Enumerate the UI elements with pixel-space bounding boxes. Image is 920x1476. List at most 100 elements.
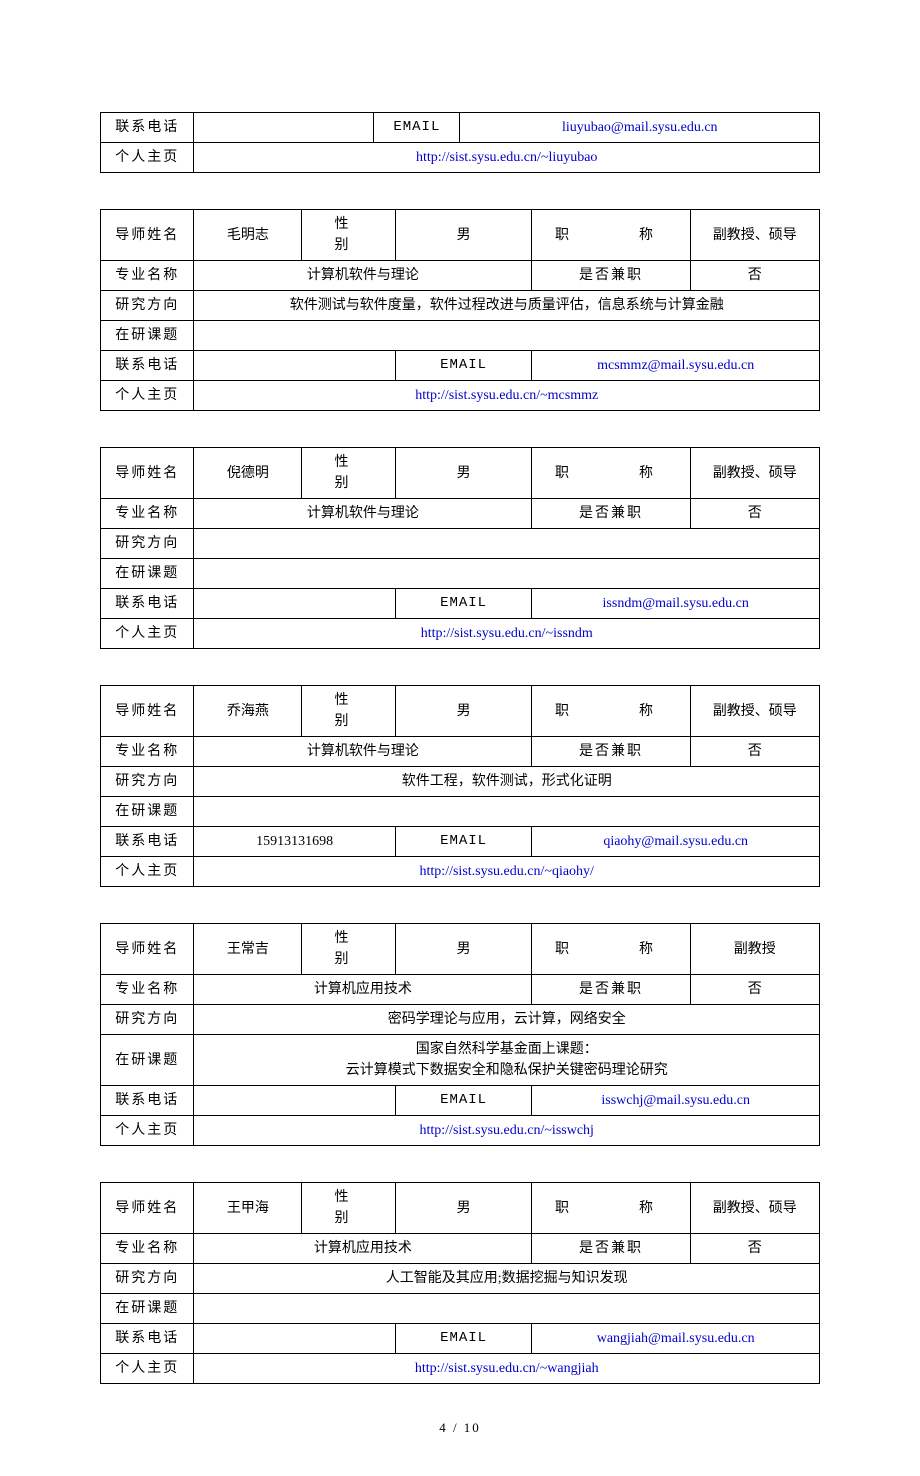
label-major: 专业名称 <box>101 499 194 529</box>
label-research: 研究方向 <box>101 1005 194 1035</box>
value-parttime: 否 <box>690 261 819 291</box>
label-phone: 联系电话 <box>101 1086 194 1116</box>
value-projects <box>194 797 820 827</box>
table-row: 导师姓名 王甲海 性 别 男 职 称 副教授、硕导 <box>101 1183 820 1234</box>
value-parttime: 否 <box>690 737 819 767</box>
value-phone <box>194 589 395 619</box>
label-email: EMAIL <box>395 1086 532 1116</box>
table-row: 研究方向 密码学理论与应用，云计算，网络安全 <box>101 1005 820 1035</box>
label-major: 专业名称 <box>101 975 194 1005</box>
table-row: 个人主页 http://sist.sysu.edu.cn/~liuyubao <box>101 143 820 173</box>
value-email[interactable]: issndm@mail.sysu.edu.cn <box>532 589 820 619</box>
table-row: 导师姓名 毛明志 性 别 男 职 称 副教授、硕导 <box>101 210 820 261</box>
table-row: 专业名称 计算机应用技术 是否兼职 否 <box>101 975 820 1005</box>
value-name: 乔海燕 <box>194 686 302 737</box>
value-email[interactable]: wangjiah@mail.sysu.edu.cn <box>532 1324 820 1354</box>
table-row: 研究方向 人工智能及其应用;数据挖掘与知识发现 <box>101 1264 820 1294</box>
table-row: 个人主页 http://sist.sysu.edu.cn/~qiaohy/ <box>101 857 820 887</box>
label-email: EMAIL <box>395 351 532 381</box>
value-email[interactable]: liuyubao@mail.sysu.edu.cn <box>460 113 820 143</box>
label-research: 研究方向 <box>101 1264 194 1294</box>
table-row: 研究方向 软件测试与软件度量，软件过程改进与质量评估，信息系统与计算金融 <box>101 291 820 321</box>
value-homepage[interactable]: http://sist.sysu.edu.cn/~liuyubao <box>194 143 820 173</box>
value-name: 王常吉 <box>194 924 302 975</box>
value-parttime: 否 <box>690 1234 819 1264</box>
label-phone: 联系电话 <box>101 1324 194 1354</box>
table-row: 在研课题 <box>101 321 820 351</box>
table-row: 导师姓名 乔海燕 性 别 男 职 称 副教授、硕导 <box>101 686 820 737</box>
label-parttime: 是否兼职 <box>532 975 690 1005</box>
table-row: 专业名称 计算机软件与理论 是否兼职 否 <box>101 261 820 291</box>
value-phone <box>194 1086 395 1116</box>
value-projects <box>194 559 820 589</box>
value-title: 副教授、硕导 <box>690 686 819 737</box>
value-email[interactable]: qiaohy@mail.sysu.edu.cn <box>532 827 820 857</box>
value-homepage[interactable]: http://sist.sysu.edu.cn/~wangjiah <box>194 1354 820 1384</box>
project-line-2: 云计算模式下数据安全和隐私保护关键密码理论研究 <box>200 1060 813 1081</box>
table-row: 联系电话 EMAIL wangjiah@mail.sysu.edu.cn <box>101 1324 820 1354</box>
value-email[interactable]: mcsmmz@mail.sysu.edu.cn <box>532 351 820 381</box>
label-homepage: 个人主页 <box>101 1354 194 1384</box>
value-research: 软件工程，软件测试，形式化证明 <box>194 767 820 797</box>
value-email[interactable]: isswchj@mail.sysu.edu.cn <box>532 1086 820 1116</box>
label-phone: 联系电话 <box>101 827 194 857</box>
faculty-table-2: 导师姓名 倪德明 性 别 男 职 称 副教授、硕导 专业名称 计算机软件与理论 … <box>100 447 820 649</box>
label-title: 职 称 <box>532 448 690 499</box>
table-row: 个人主页 http://sist.sysu.edu.cn/~mcsmmz <box>101 381 820 411</box>
table-row: 联系电话 EMAIL mcsmmz@mail.sysu.edu.cn <box>101 351 820 381</box>
value-parttime: 否 <box>690 499 819 529</box>
table-row: 联系电话 EMAIL liuyubao@mail.sysu.edu.cn <box>101 113 820 143</box>
faculty-table-1: 导师姓名 毛明志 性 别 男 职 称 副教授、硕导 专业名称 计算机软件与理论 … <box>100 209 820 411</box>
label-email: EMAIL <box>395 827 532 857</box>
value-name: 王甲海 <box>194 1183 302 1234</box>
label-projects: 在研课题 <box>101 1294 194 1324</box>
value-parttime: 否 <box>690 975 819 1005</box>
value-homepage[interactable]: http://sist.sysu.edu.cn/~issndm <box>194 619 820 649</box>
label-title: 职 称 <box>532 1183 690 1234</box>
label-homepage: 个人主页 <box>101 143 194 173</box>
label-title: 职 称 <box>532 686 690 737</box>
label-gender: 性 别 <box>302 448 395 499</box>
label-homepage: 个人主页 <box>101 857 194 887</box>
value-major: 计算机应用技术 <box>194 975 532 1005</box>
value-name: 毛明志 <box>194 210 302 261</box>
faculty-table-4: 导师姓名 王常吉 性 别 男 职 称 副教授 专业名称 计算机应用技术 是否兼职… <box>100 923 820 1146</box>
value-homepage[interactable]: http://sist.sysu.edu.cn/~isswchj <box>194 1116 820 1146</box>
label-projects: 在研课题 <box>101 797 194 827</box>
table-row: 专业名称 计算机软件与理论 是否兼职 否 <box>101 737 820 767</box>
value-research: 软件测试与软件度量，软件过程改进与质量评估，信息系统与计算金融 <box>194 291 820 321</box>
table-row: 个人主页 http://sist.sysu.edu.cn/~isswchj <box>101 1116 820 1146</box>
value-major: 计算机应用技术 <box>194 1234 532 1264</box>
label-projects: 在研课题 <box>101 321 194 351</box>
value-homepage[interactable]: http://sist.sysu.edu.cn/~mcsmmz <box>194 381 820 411</box>
value-homepage[interactable]: http://sist.sysu.edu.cn/~qiaohy/ <box>194 857 820 887</box>
label-name: 导师姓名 <box>101 1183 194 1234</box>
label-name: 导师姓名 <box>101 210 194 261</box>
faculty-table-5: 导师姓名 王甲海 性 别 男 职 称 副教授、硕导 专业名称 计算机应用技术 是… <box>100 1182 820 1384</box>
table-row: 个人主页 http://sist.sysu.edu.cn/~wangjiah <box>101 1354 820 1384</box>
value-major: 计算机软件与理论 <box>194 499 532 529</box>
label-major: 专业名称 <box>101 261 194 291</box>
label-parttime: 是否兼职 <box>532 499 690 529</box>
table-row: 在研课题 <box>101 1294 820 1324</box>
label-major: 专业名称 <box>101 737 194 767</box>
document-page: 联系电话 EMAIL liuyubao@mail.sysu.edu.cn 个人主… <box>0 0 920 1476</box>
table-row: 联系电话 EMAIL issndm@mail.sysu.edu.cn <box>101 589 820 619</box>
value-name: 倪德明 <box>194 448 302 499</box>
label-gender: 性 别 <box>302 686 395 737</box>
label-research: 研究方向 <box>101 767 194 797</box>
label-email: EMAIL <box>374 113 460 143</box>
project-line-1: 国家自然科学基金面上课题： <box>200 1039 813 1060</box>
table-row: 专业名称 计算机软件与理论 是否兼职 否 <box>101 499 820 529</box>
value-research <box>194 529 820 559</box>
label-research: 研究方向 <box>101 291 194 321</box>
label-phone: 联系电话 <box>101 589 194 619</box>
value-major: 计算机软件与理论 <box>194 737 532 767</box>
table-row: 在研课题 <box>101 797 820 827</box>
table-row: 导师姓名 倪德明 性 别 男 职 称 副教授、硕导 <box>101 448 820 499</box>
label-parttime: 是否兼职 <box>532 737 690 767</box>
label-homepage: 个人主页 <box>101 1116 194 1146</box>
value-phone <box>194 1324 395 1354</box>
label-major: 专业名称 <box>101 1234 194 1264</box>
table-row: 在研课题 国家自然科学基金面上课题： 云计算模式下数据安全和隐私保护关键密码理论… <box>101 1035 820 1086</box>
